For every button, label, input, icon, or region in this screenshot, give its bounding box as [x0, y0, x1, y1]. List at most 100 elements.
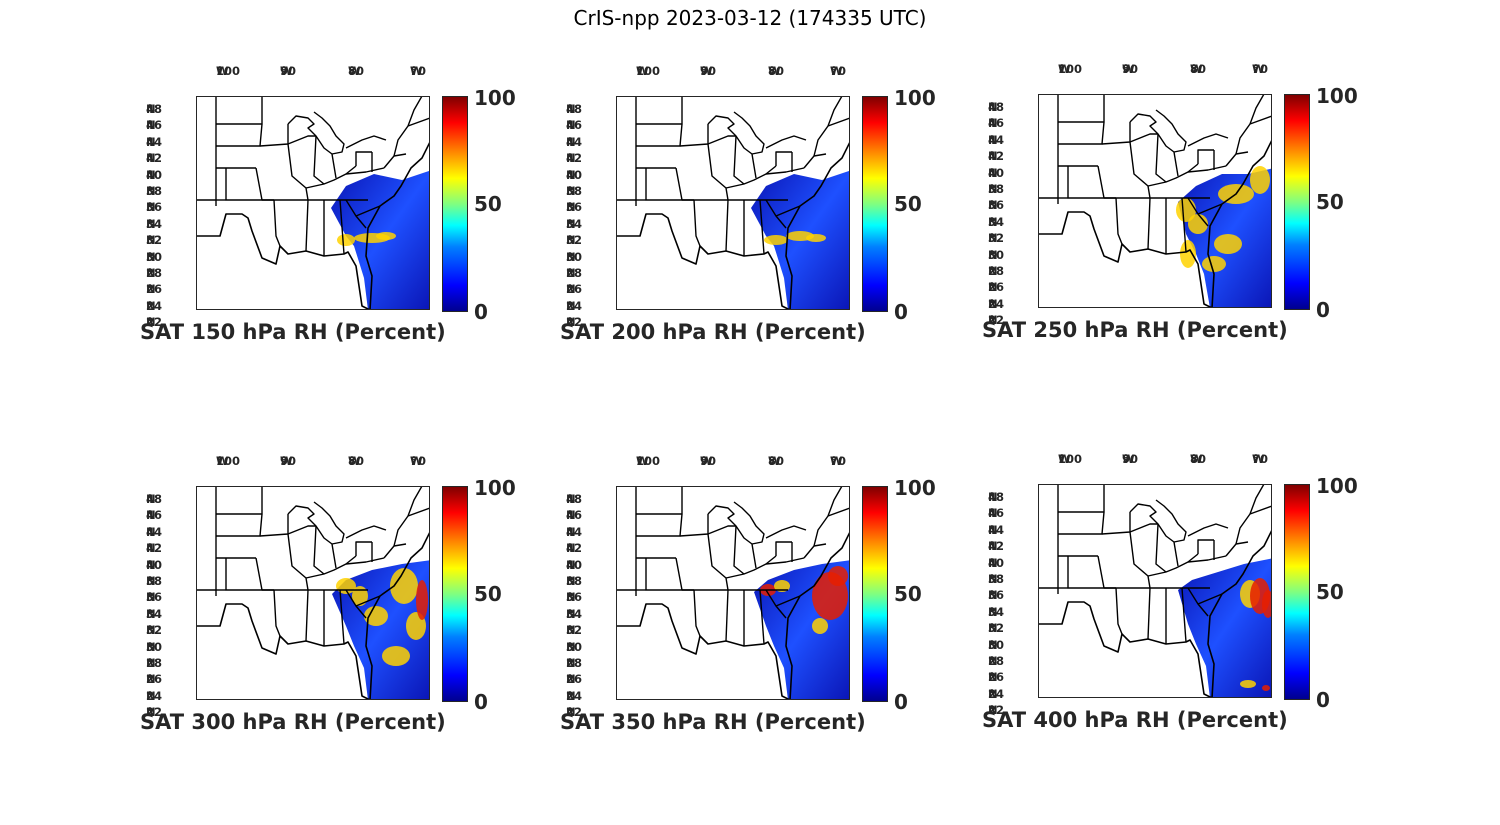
great-lakes-outline [1129, 109, 1229, 153]
state-border [1181, 587, 1187, 643]
state-border [255, 167, 276, 201]
state-border [345, 557, 385, 565]
state-border [407, 96, 423, 127]
state-border [305, 165, 357, 189]
colorbar-tick-label: 0 [474, 300, 488, 324]
state-border [696, 533, 729, 591]
map-panel: 100 ° W 90 ° W 80 ° W 70 ° W 48 ° N 46 ° N 44 ° N 42 ° N 40 ° N 38 °… [982, 58, 1358, 358]
humidity-patch [352, 586, 368, 606]
colorbar-tick-label: 50 [894, 192, 922, 216]
rh-map [616, 486, 850, 700]
state-border [827, 486, 843, 517]
great-lakes-outline [1129, 499, 1229, 543]
colorbar-tick-label: 0 [1316, 298, 1330, 322]
state-border [775, 541, 792, 556]
state-border [1173, 541, 1179, 567]
state-border [1197, 203, 1223, 215]
state-border [827, 117, 850, 127]
state-border [1225, 541, 1249, 557]
state-border [813, 125, 829, 157]
rh-map [1038, 94, 1272, 308]
state-border [407, 117, 430, 127]
colorbar [862, 486, 888, 702]
rh-map [616, 96, 850, 310]
map-panel: 100 ° W 90 ° W 80 ° W 70 ° W 48 ° N 46 ° N 44 ° N 42 ° N 40 ° N 38 °… [560, 60, 936, 360]
colorbar [1284, 94, 1310, 310]
state-border [813, 515, 829, 547]
state-border [216, 513, 263, 537]
state-border [225, 168, 274, 201]
state-border [759, 589, 765, 645]
humidity-patch [828, 566, 848, 586]
colorbar-tick-label: 100 [474, 476, 516, 500]
humidity-patch [1250, 166, 1270, 194]
humidity-patch [1180, 240, 1196, 268]
humidity-patch [774, 580, 790, 592]
map-panel: 100 ° W 90 ° W 80 ° W 70 ° W 48 ° N 46 ° N 44 ° N 42 ° N 40 ° N 38 °… [140, 450, 516, 750]
state-border [827, 507, 850, 517]
longitude-tick-labels: 100 ° W 90 ° W 80 ° W 70 ° W [636, 64, 847, 78]
state-border [1147, 197, 1151, 250]
state-border [1058, 121, 1105, 145]
state-border [273, 199, 281, 247]
longitude-tick-labels: 100 ° W 90 ° W 80 ° W 70 ° W [216, 64, 427, 78]
colorbar-tick-label: 50 [474, 192, 502, 216]
state-border [775, 205, 801, 217]
state-border [751, 543, 757, 569]
state-border [313, 135, 325, 185]
colorbar-tick-label: 50 [474, 582, 502, 606]
map-frame [196, 96, 430, 310]
state-border [393, 515, 409, 547]
state-border [1249, 94, 1265, 125]
colorbar [1284, 484, 1310, 700]
humidity-patch [1202, 256, 1226, 272]
state-border [383, 543, 407, 559]
coastline [1038, 529, 1272, 698]
state-border [1147, 587, 1151, 640]
state-border [645, 168, 694, 201]
state-border [1249, 484, 1265, 515]
state-border [305, 589, 309, 642]
state-border [1058, 484, 1105, 513]
colorbar-tick-label: 50 [894, 582, 922, 606]
colorbar [442, 96, 468, 312]
state-border [1235, 123, 1251, 155]
state-border [383, 153, 407, 169]
humidity-patch [764, 235, 788, 245]
humidity-patch [1262, 685, 1270, 691]
panel-title: SAT 350 hPa RH (Percent) [560, 710, 866, 734]
panel-title: SAT 400 hPa RH (Percent) [982, 708, 1288, 732]
state-border [693, 199, 701, 247]
state-border [827, 96, 843, 127]
state-border [751, 153, 757, 179]
state-border [775, 595, 801, 607]
state-border [1067, 556, 1116, 589]
state-border [1097, 165, 1118, 199]
state-border [636, 96, 683, 125]
state-border [355, 541, 372, 556]
state-border [313, 525, 325, 575]
colorbar-tick-label: 0 [474, 690, 488, 714]
state-border [1187, 555, 1227, 563]
state-border [645, 558, 694, 591]
rh-map [196, 486, 430, 700]
state-border [393, 125, 409, 157]
state-border [305, 555, 357, 579]
colorbar-tick-label: 50 [1316, 190, 1344, 214]
state-border [1155, 523, 1167, 573]
state-border [1147, 553, 1199, 577]
state-border [1115, 587, 1123, 635]
humidity-patch [1240, 680, 1256, 688]
state-border [636, 123, 683, 147]
humidity-patch [382, 646, 410, 666]
state-border [355, 595, 381, 607]
longitude-tick-labels: 100 ° W 90 ° W 80 ° W 70 ° W [636, 454, 847, 468]
state-border [355, 151, 372, 166]
state-border [725, 589, 729, 642]
state-border [679, 514, 709, 537]
colorbar-tick-label: 100 [894, 86, 936, 110]
state-border [1129, 523, 1158, 533]
state-border [1067, 166, 1116, 199]
state-border [733, 135, 745, 185]
map-frame [1038, 484, 1272, 698]
